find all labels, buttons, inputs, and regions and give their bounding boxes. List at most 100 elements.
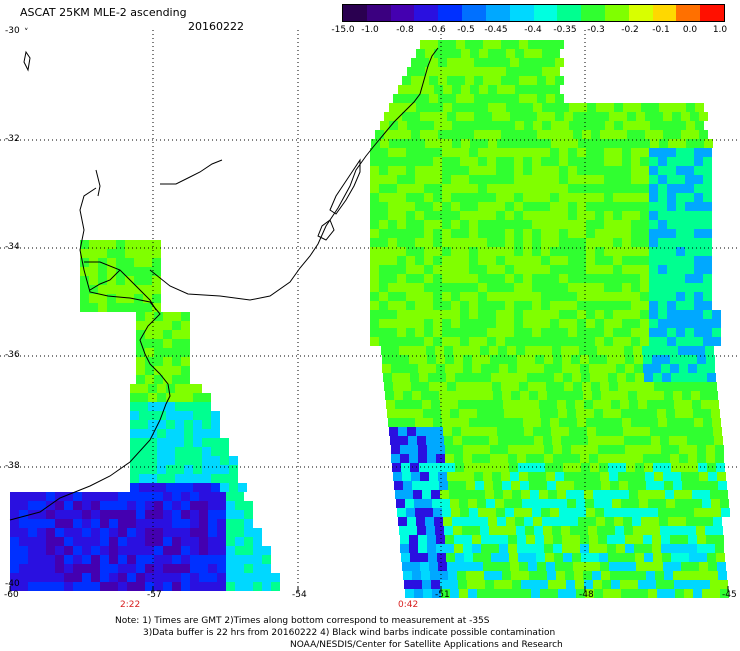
wind-cell xyxy=(640,337,649,346)
wind-cell xyxy=(64,501,73,510)
wind-cell xyxy=(577,148,586,157)
wind-cell xyxy=(644,373,653,382)
wind-cell xyxy=(478,508,487,517)
wind-cell xyxy=(550,247,559,256)
wind-cell xyxy=(91,582,100,591)
wind-cell xyxy=(658,319,667,328)
footer-line-1: Note: 1) Times are GMT 2)Times along bot… xyxy=(115,616,490,626)
wind-cell xyxy=(542,121,551,130)
wind-cell xyxy=(679,544,688,553)
wind-cell xyxy=(406,274,415,283)
wind-cell xyxy=(431,400,440,409)
wind-cell xyxy=(596,103,605,112)
wind-cell xyxy=(694,418,703,427)
wind-cell xyxy=(220,456,229,465)
wind-cell xyxy=(175,465,184,474)
wind-cell xyxy=(442,283,451,292)
wind-cell xyxy=(649,238,658,247)
wind-cell xyxy=(618,112,627,121)
wind-cell xyxy=(685,166,694,175)
wind-cell xyxy=(514,148,523,157)
wind-cell xyxy=(613,238,622,247)
wind-cell xyxy=(577,319,586,328)
wind-cell xyxy=(262,564,271,573)
wind-cell xyxy=(598,454,607,463)
wind-cell xyxy=(676,292,685,301)
wind-cell xyxy=(569,427,578,436)
colorbar-label: -0.3 xyxy=(587,25,605,35)
wind-cell xyxy=(610,391,619,400)
wind-cell xyxy=(73,528,82,537)
wind-cell xyxy=(451,238,460,247)
wind-cell xyxy=(661,535,670,544)
wind-cell xyxy=(389,103,398,112)
wind-cell xyxy=(495,409,504,418)
wind-cell xyxy=(193,393,202,402)
wind-cell xyxy=(676,175,685,184)
wind-cell xyxy=(496,184,505,193)
wind-cell xyxy=(520,391,529,400)
wind-cell xyxy=(660,436,669,445)
wind-cell xyxy=(451,211,460,220)
wind-cell xyxy=(550,202,559,211)
colorbar-swatch xyxy=(366,5,391,21)
wind-cell xyxy=(469,310,478,319)
wind-cell xyxy=(498,526,507,535)
wind-cell xyxy=(406,310,415,319)
wind-cell xyxy=(116,276,125,285)
wind-cell xyxy=(625,454,634,463)
wind-cell xyxy=(28,519,37,528)
wind-cell xyxy=(514,202,523,211)
wind-cell xyxy=(613,418,622,427)
wind-cell xyxy=(253,582,262,591)
wind-cell xyxy=(420,112,429,121)
wind-cell xyxy=(613,175,622,184)
wind-cell xyxy=(98,240,107,249)
wind-cell xyxy=(715,535,724,544)
wind-cell xyxy=(492,112,501,121)
wind-cell xyxy=(614,139,623,148)
wind-cell xyxy=(535,454,544,463)
wind-cell xyxy=(649,274,658,283)
wind-cell xyxy=(89,276,98,285)
wind-cell xyxy=(619,571,628,580)
wind-cell xyxy=(604,175,613,184)
wind-cell xyxy=(618,130,627,139)
wind-cell xyxy=(528,76,537,85)
wind-cell xyxy=(467,400,476,409)
wind-cell xyxy=(481,454,490,463)
wind-cell xyxy=(641,517,650,526)
wind-cell xyxy=(370,301,379,310)
wind-cell xyxy=(406,292,415,301)
wind-cell xyxy=(107,267,116,276)
wind-cell xyxy=(139,483,148,492)
wind-cell xyxy=(694,265,703,274)
wind-cell xyxy=(519,40,528,49)
wind-cell xyxy=(28,492,37,501)
wind-cell xyxy=(451,292,460,301)
wind-cell xyxy=(672,382,681,391)
wind-cell xyxy=(537,94,546,103)
wind-cell xyxy=(640,202,649,211)
wind-cell xyxy=(541,157,550,166)
wind-cell xyxy=(166,402,175,411)
wind-cell xyxy=(469,319,478,328)
wind-cell xyxy=(380,139,389,148)
wind-cell xyxy=(656,580,665,589)
wind-cell xyxy=(551,121,560,130)
wind-cell xyxy=(157,447,166,456)
wind-cell xyxy=(424,319,433,328)
wind-cell xyxy=(235,528,244,537)
wind-cell xyxy=(538,571,547,580)
wind-cell xyxy=(130,384,139,393)
wind-cell xyxy=(116,240,125,249)
wind-cell xyxy=(448,571,457,580)
wind-cell xyxy=(28,564,37,573)
wind-cell xyxy=(489,346,498,355)
wind-cell xyxy=(483,40,492,49)
wind-cell xyxy=(591,472,600,481)
wind-cell xyxy=(226,582,235,591)
wind-cell xyxy=(28,555,37,564)
wind-cell xyxy=(436,445,445,454)
wind-cell xyxy=(615,436,624,445)
